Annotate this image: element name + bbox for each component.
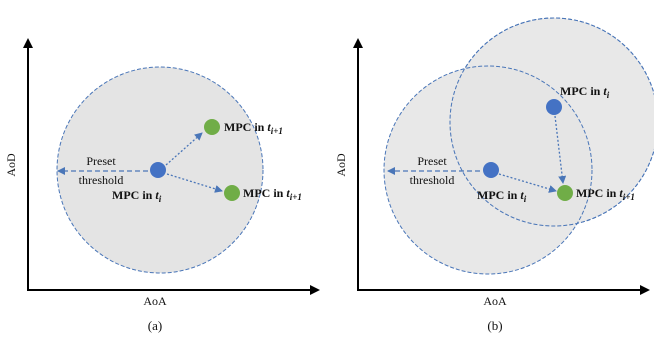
mpc-next-label: MPC in ti+1 <box>576 186 635 202</box>
mpc-next-upper-dot <box>204 119 220 135</box>
mpc-next-upper-label: MPC in ti+1 <box>224 120 283 136</box>
threshold-circle-upper-outline <box>449 17 654 227</box>
transition-arrow-from-upper <box>554 115 567 184</box>
threshold-label-line1: Preset <box>86 154 116 168</box>
transition-arrow-lower <box>166 173 223 193</box>
threshold-label-line1: Preset <box>417 154 447 168</box>
mpc-next-lower-label: MPC in ti+1 <box>243 186 302 202</box>
mpc-current-label: MPC in ti <box>477 188 527 204</box>
mpc-upper-dot <box>546 99 562 115</box>
mpc-next-dot <box>557 185 573 201</box>
mpc-current-dot <box>483 162 499 178</box>
y-axis-label: AoD <box>4 153 18 177</box>
x-axis-label: AoA <box>483 294 507 308</box>
threshold-label-line2: threshold <box>410 173 455 187</box>
mpc-next-lower-dot <box>224 185 240 201</box>
panel-caption: (a) <box>148 318 162 333</box>
mpc-upper-label: MPC in ti <box>560 84 610 100</box>
x-axis-label: AoA <box>143 294 167 308</box>
panel-caption: (b) <box>487 318 502 333</box>
panel-a: AoD AoA (a) Preset threshold MPC in ti+1… <box>4 38 320 333</box>
transition-arrow-upper <box>165 132 203 166</box>
y-axis-label: AoD <box>334 153 348 177</box>
panel-b: AoD AoA (b) Preset threshold MPC in ti M… <box>334 17 654 333</box>
threshold-label-line2: threshold <box>79 173 124 187</box>
mpc-current-dot <box>150 162 166 178</box>
mpc-current-label: MPC in ti <box>112 188 162 204</box>
transition-arrow-from-current <box>498 173 557 193</box>
